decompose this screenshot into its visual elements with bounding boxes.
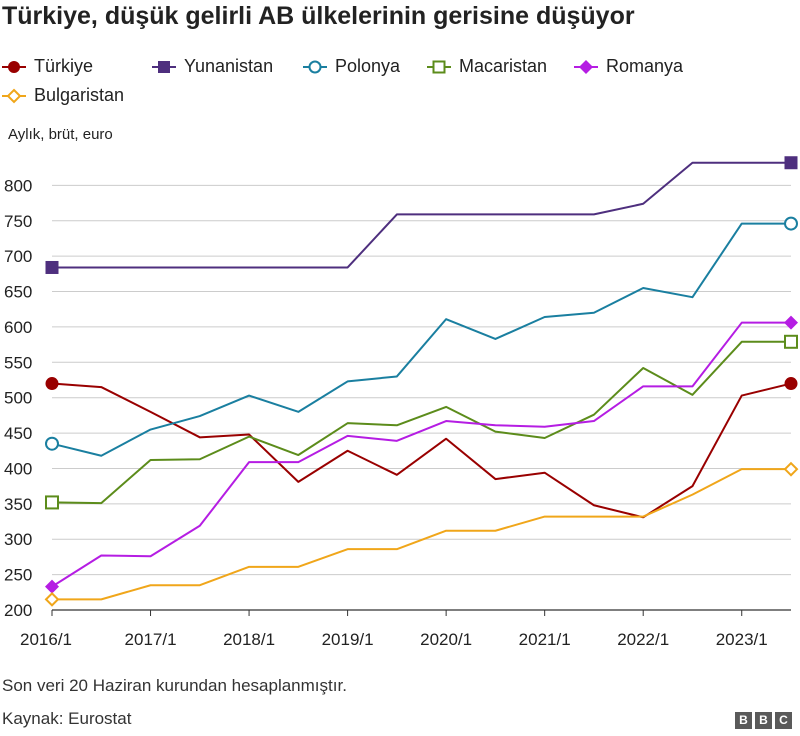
y-tick-label: 250 <box>4 566 32 585</box>
series-polonya-line <box>51 222 791 457</box>
legend-label-macaristan: Macaristan <box>459 56 548 76</box>
y-tick-label: 700 <box>4 247 32 266</box>
x-tick-label: 2019/1 <box>322 630 374 649</box>
series-macaristan-start-marker <box>45 495 59 510</box>
x-tick-label: 2018/1 <box>223 630 275 649</box>
y-tick-label: 450 <box>4 424 32 443</box>
series-macaristan-line <box>51 340 791 505</box>
legend-item-turkiye: Türkiye <box>2 56 93 77</box>
y-axis-units: Aylık, brüt, euro <box>8 126 113 143</box>
legend-item-romanya: Romanya <box>574 56 683 77</box>
legend-marker-turkiye-icon <box>2 60 26 73</box>
y-tick-label: 200 <box>4 601 32 620</box>
bbc-logo-letter: B <box>755 712 772 729</box>
x-tick-label: 2020/1 <box>420 630 472 649</box>
legend-marker-polonya-icon <box>303 60 327 73</box>
legend-item-macaristan: Macaristan <box>427 56 547 77</box>
series-romanya-end-marker <box>784 315 798 330</box>
y-tick-label: 550 <box>4 353 32 372</box>
series-t-rkiye-end-marker <box>784 377 798 391</box>
legend-item-polonya: Polonya <box>303 56 400 77</box>
x-tick-label: 2021/1 <box>519 630 571 649</box>
bbc-logo-letter: B <box>735 712 752 729</box>
series-romanya-start-marker <box>45 579 59 594</box>
legend-label-romanya: Romanya <box>606 56 684 76</box>
x-tick-label: 2017/1 <box>125 630 177 649</box>
series-romanya-line <box>51 321 791 588</box>
legend-item-bulgaristan: Bulgaristan <box>2 85 124 106</box>
line-chart: 200 250 300 350 400 450 500 550 600 650 700 750 800 2… <box>4 156 799 649</box>
footnote: Son veri 20 Haziran kurundan hesaplanmış… <box>2 676 347 695</box>
series-polonya-end-marker <box>784 216 798 231</box>
series-yunanistan-end-marker <box>784 156 798 170</box>
series-yunanistan-start-marker <box>45 260 59 274</box>
x-tick-label: 2023/1 <box>716 630 768 649</box>
chart-title: Türkiye, düşük gelirli AB ülkelerinin ge… <box>2 2 635 30</box>
y-tick-label: 800 <box>4 176 32 195</box>
y-tick-label: 400 <box>4 459 32 478</box>
legend-marker-macaristan-icon <box>427 60 451 73</box>
y-tick-label: 650 <box>4 283 32 302</box>
y-tick-label: 350 <box>4 495 32 514</box>
legend-item-yunanistan: Yunanistan <box>152 56 273 77</box>
x-tick-label: 2016/1 <box>20 630 72 649</box>
series-t-rkiye-start-marker <box>45 377 59 391</box>
y-tick-label: 500 <box>4 389 32 408</box>
legend-label-yunanistan: Yunanistan <box>184 56 274 76</box>
bbc-logo: B B C <box>735 712 792 729</box>
series-yunanistan-line <box>52 161 791 269</box>
y-tick-label: 300 <box>4 530 32 549</box>
bbc-logo-letter: C <box>775 712 792 729</box>
series-bulgaristan-start-marker <box>44 591 60 607</box>
x-tick-label: 2022/1 <box>617 630 669 649</box>
legend-marker-bulgaristan-icon <box>2 88 26 103</box>
legend: Türkiye Yunanistan Polonya Macaristan Ro… <box>2 56 792 116</box>
series-polonya-start-marker <box>45 436 59 451</box>
legend-label-turkiye: Türkiye <box>34 56 94 76</box>
legend-label-polonya: Polonya <box>335 56 401 76</box>
series-bulgaristan-line <box>52 468 791 601</box>
y-tick-label: 600 <box>4 318 32 337</box>
series-t-rkiye-line <box>51 382 792 519</box>
source-note: Kaynak: Eurostat <box>2 709 132 728</box>
legend-marker-romanya-icon <box>574 59 598 74</box>
legend-label-bulgaristan: Bulgaristan <box>34 85 125 105</box>
series-bulgaristan-end-marker <box>783 461 799 477</box>
legend-marker-yunanistan-icon <box>152 60 176 73</box>
y-tick-label: 750 <box>4 212 32 231</box>
series-macaristan-end-marker <box>784 334 798 349</box>
